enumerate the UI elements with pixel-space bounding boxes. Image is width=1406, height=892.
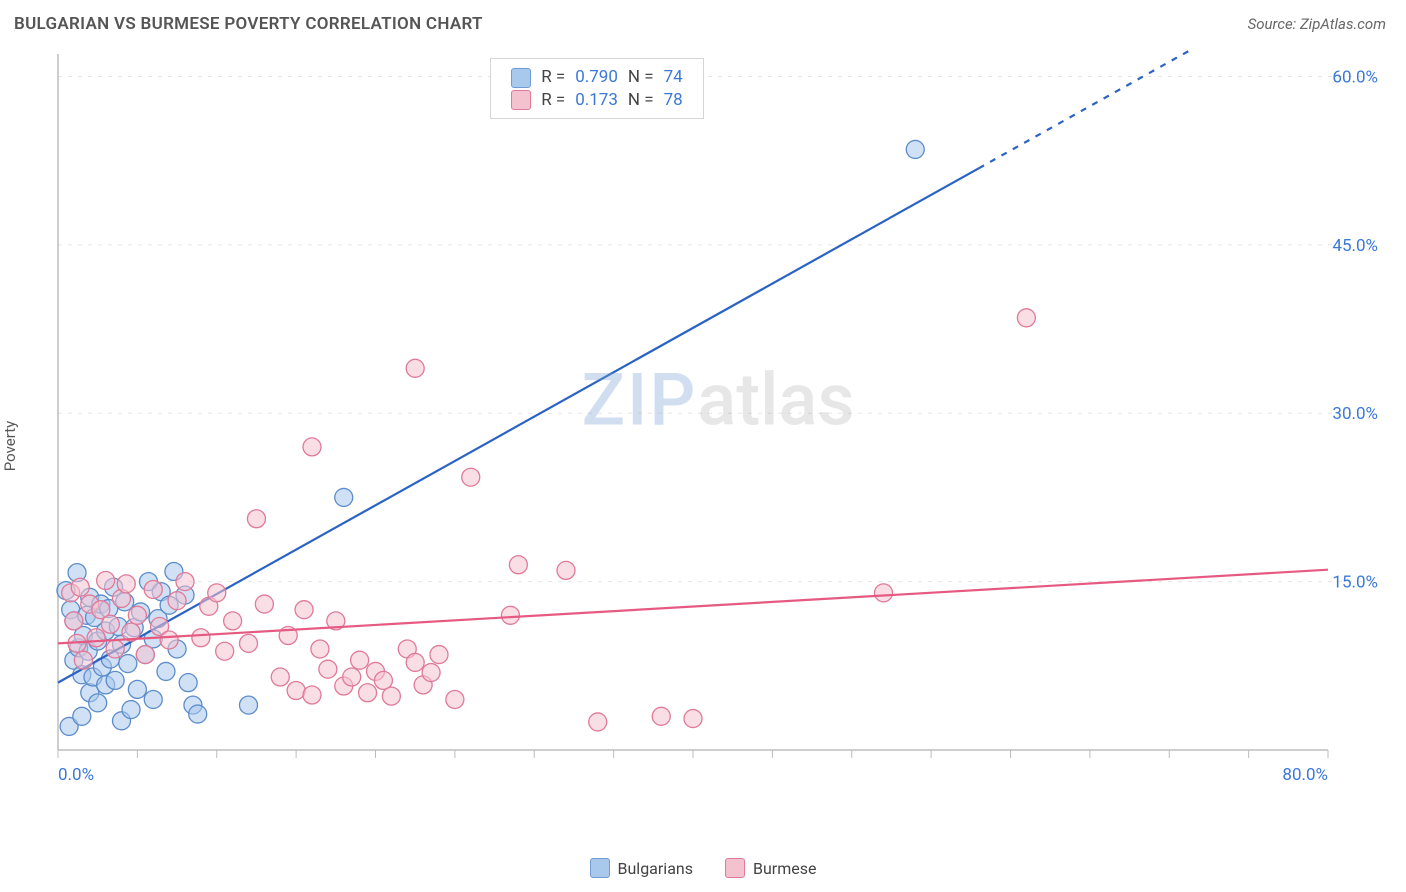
stats-r-value: 0.173 — [575, 90, 618, 111]
data-point — [122, 701, 140, 719]
x-tick-label: 80.0% — [1282, 765, 1328, 785]
data-point — [557, 561, 575, 579]
data-point — [684, 710, 702, 728]
data-point — [343, 668, 361, 686]
data-point — [295, 601, 313, 619]
chart-title: BULGARIAN VS BURMESE POVERTY CORRELATION… — [14, 14, 483, 34]
data-point — [509, 556, 527, 574]
stats-legend-row: R = 0.790 N = 74 — [511, 67, 683, 88]
data-point — [144, 690, 162, 708]
data-point — [106, 671, 124, 689]
data-point — [168, 592, 186, 610]
data-point — [160, 631, 178, 649]
data-point — [65, 612, 83, 630]
stats-n-label: N = — [628, 67, 654, 88]
data-point — [192, 629, 210, 647]
data-point — [208, 584, 226, 602]
trend-line — [58, 570, 1328, 644]
stats-legend-body: R = 0.790 N = 74 R = 0.173 N = 78 — [511, 67, 683, 110]
data-point — [271, 668, 289, 686]
data-point — [875, 584, 893, 602]
data-point — [335, 488, 353, 506]
data-point — [87, 629, 105, 647]
y-tick-label: 15.0% — [1332, 573, 1378, 593]
trend-line-dash — [979, 50, 1328, 168]
data-point — [189, 705, 207, 723]
data-point — [589, 713, 607, 731]
legend-item: Burmese — [725, 858, 816, 878]
data-point — [382, 687, 400, 705]
y-tick-label: 60.0% — [1332, 67, 1378, 87]
data-point — [240, 696, 258, 714]
data-point — [73, 707, 91, 725]
data-point — [906, 140, 924, 158]
y-tick-label: 30.0% — [1332, 404, 1378, 424]
y-tick-label: 45.0% — [1332, 236, 1378, 256]
data-point — [303, 686, 321, 704]
data-point — [179, 674, 197, 692]
data-point — [501, 606, 519, 624]
data-point — [422, 664, 440, 682]
stats-n-value: 74 — [664, 67, 683, 88]
plot-area: 15.0%30.0%45.0%60.0%0.0%80.0% ZIPatlas R… — [48, 50, 1388, 810]
legend-item: Bulgarians — [590, 858, 693, 878]
data-point — [303, 438, 321, 456]
stats-r-label: R = — [541, 90, 565, 111]
data-point — [128, 680, 146, 698]
data-point — [119, 655, 137, 673]
data-point — [216, 642, 234, 660]
series-bulgarians — [57, 140, 924, 735]
data-point — [311, 640, 329, 658]
source-label: Source: ZipAtlas.com — [1248, 15, 1386, 33]
data-point — [97, 571, 115, 589]
data-point — [71, 578, 89, 596]
data-point — [101, 615, 119, 633]
data-point — [176, 573, 194, 591]
stats-r-label: R = — [541, 67, 565, 88]
scatter-chart: 15.0% 30.0% 45.0% 60.0% 0.0% 80.0% — [48, 50, 1388, 810]
data-point — [351, 651, 369, 669]
data-point — [406, 359, 424, 377]
stats-legend-row: R = 0.173 N = 78 — [511, 90, 683, 111]
data-point — [430, 646, 448, 664]
trend-line — [58, 168, 979, 682]
data-point — [247, 510, 265, 528]
data-point — [319, 660, 337, 678]
data-point — [144, 580, 162, 598]
data-point — [136, 646, 154, 664]
data-point — [89, 694, 107, 712]
stats-r-value: 0.790 — [575, 67, 618, 88]
data-point — [446, 690, 464, 708]
data-point — [255, 595, 273, 613]
x-tick-label: 0.0% — [58, 765, 94, 785]
x-legend: Bulgarians Burmese — [0, 858, 1406, 878]
data-point — [1017, 309, 1035, 327]
stats-n-label: N = — [628, 90, 654, 111]
data-point — [462, 468, 480, 486]
data-point — [117, 575, 135, 593]
data-point — [287, 682, 305, 700]
legend-swatch — [590, 858, 610, 878]
y-axis-label: Poverty — [1, 421, 19, 471]
stats-swatch — [511, 68, 531, 88]
data-point — [106, 640, 124, 658]
data-point — [240, 634, 258, 652]
legend-label: Bulgarians — [618, 859, 693, 878]
legend-label: Burmese — [753, 859, 816, 878]
stats-swatch — [511, 90, 531, 110]
data-point — [359, 684, 377, 702]
legend-swatch — [725, 858, 745, 878]
data-point — [157, 662, 175, 680]
data-point — [224, 612, 242, 630]
stats-n-value: 78 — [664, 90, 683, 111]
data-point — [74, 651, 92, 669]
data-point — [406, 653, 424, 671]
stats-legend: R = 0.790 N = 74 R = 0.173 N = 78 — [490, 58, 704, 119]
data-point — [128, 606, 146, 624]
data-point — [652, 707, 670, 725]
series-burmese — [62, 309, 1036, 731]
